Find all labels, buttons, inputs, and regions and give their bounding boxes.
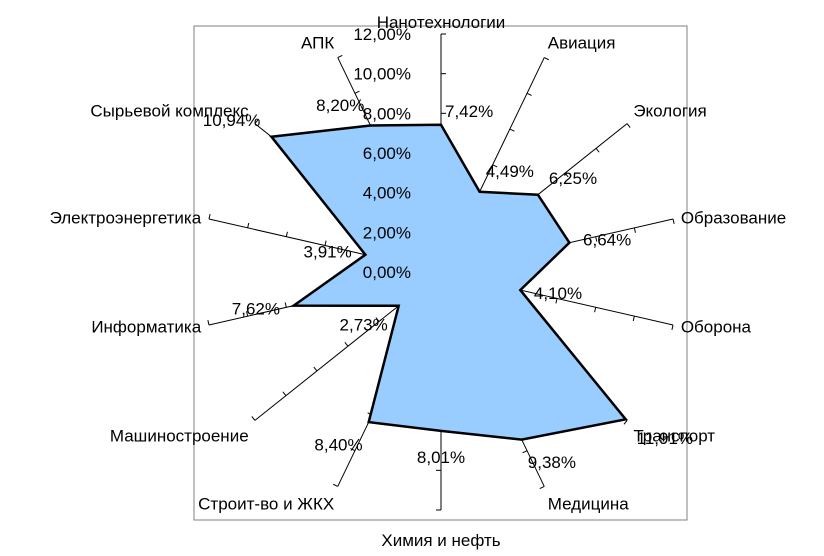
axis-tick bbox=[251, 416, 256, 421]
axis-tick bbox=[247, 222, 250, 228]
data-value-label: 4,10% bbox=[534, 284, 582, 303]
axis-tick bbox=[313, 366, 318, 372]
axis-tick bbox=[324, 240, 327, 246]
axis-tick bbox=[595, 236, 598, 242]
axis-tick bbox=[254, 119, 259, 124]
data-value-label: 3,91% bbox=[304, 243, 352, 262]
axis-tick bbox=[285, 231, 288, 237]
scale-tick-label: 2,00% bbox=[363, 223, 411, 242]
category-label: Транспорт bbox=[633, 426, 715, 445]
data-value-label: 7,42% bbox=[445, 102, 493, 121]
category-label: Оборона bbox=[681, 318, 752, 337]
data-value-label: 7,62% bbox=[232, 300, 280, 319]
axis-tick bbox=[672, 218, 675, 225]
category-label: Электроэнергетика bbox=[50, 208, 202, 227]
axis-tick bbox=[623, 420, 628, 425]
scale-tick-label: 12,00% bbox=[353, 25, 411, 44]
category-label: Образование bbox=[681, 208, 786, 227]
axis-tick bbox=[284, 302, 287, 308]
data-value-label: 6,64% bbox=[583, 231, 631, 250]
scale-tick-label: 0,00% bbox=[363, 263, 411, 282]
scale-tick-label: 10,00% bbox=[353, 65, 411, 84]
axis-tick bbox=[626, 123, 631, 128]
data-value-labels: 7,42% 4,49% 6,25% 6,64% 4,10% 11,91% 9,38% 8,01… bbox=[203, 96, 693, 472]
category-label: Строит-во и ЖКХ bbox=[198, 495, 334, 514]
data-value-label: 8,20% bbox=[316, 96, 364, 115]
axis-tick bbox=[350, 448, 356, 452]
axis-tick bbox=[337, 54, 343, 59]
category-label: Машиностроение bbox=[110, 426, 249, 445]
category-label: Сырьевой комплекс bbox=[90, 102, 249, 121]
axis-tick bbox=[522, 450, 528, 454]
data-value-label: 10,94% bbox=[203, 111, 261, 130]
scale-tick-label: 8,00% bbox=[363, 104, 411, 123]
category-label: Химия и нефть bbox=[381, 531, 500, 550]
data-value-label: 11,91% bbox=[637, 429, 693, 448]
axis-tick bbox=[671, 324, 674, 330]
category-label: Нанотехнологии bbox=[377, 13, 506, 32]
data-series bbox=[269, 123, 628, 441]
data-value-label: 6,25% bbox=[549, 169, 597, 188]
data-value-label: 8,40% bbox=[314, 436, 362, 455]
axis-tick bbox=[509, 128, 515, 132]
axis-tick bbox=[595, 148, 600, 153]
axis-tick bbox=[354, 90, 360, 94]
axis-tick bbox=[282, 391, 287, 396]
scale-tick-label: 6,00% bbox=[363, 144, 411, 163]
axis-tick bbox=[594, 307, 597, 313]
data-value-label: 9,38% bbox=[528, 453, 576, 472]
plot-area-border bbox=[193, 25, 688, 521]
axis-tick bbox=[208, 214, 211, 220]
data-value-label: 8,01% bbox=[417, 448, 465, 467]
axis-tick bbox=[555, 298, 558, 304]
axis-tick bbox=[633, 227, 636, 233]
category-label: Авиация bbox=[548, 33, 616, 52]
axis-tick bbox=[375, 317, 380, 322]
category-labels: Нанотехнологии Авиация Экология Образование… bbox=[50, 13, 787, 550]
series-area bbox=[269, 123, 628, 441]
axis-tick bbox=[526, 92, 532, 96]
data-value-label: 4,49% bbox=[486, 162, 534, 181]
scale-tick-label: 4,00% bbox=[363, 184, 411, 203]
axis-tick bbox=[632, 316, 635, 322]
category-label: Медицина bbox=[548, 495, 629, 514]
axis-tick bbox=[207, 319, 210, 326]
category-label: Информатика bbox=[91, 318, 201, 337]
axis-tick bbox=[333, 483, 338, 487]
axis-tick bbox=[246, 311, 249, 317]
radial-scale-labels: 0,00% 2,00% 4,00% 6,00% 8,00% 10,00% 12,00% bbox=[353, 25, 411, 282]
axis-tick bbox=[492, 164, 498, 168]
axis-tick bbox=[539, 485, 545, 490]
axis-tick bbox=[544, 57, 549, 61]
category-label: АПК bbox=[301, 33, 334, 52]
axis-tick bbox=[564, 172, 569, 178]
data-value-label: 2,73% bbox=[340, 315, 388, 334]
category-label: Экология bbox=[633, 102, 706, 121]
axis-tick bbox=[344, 341, 349, 347]
